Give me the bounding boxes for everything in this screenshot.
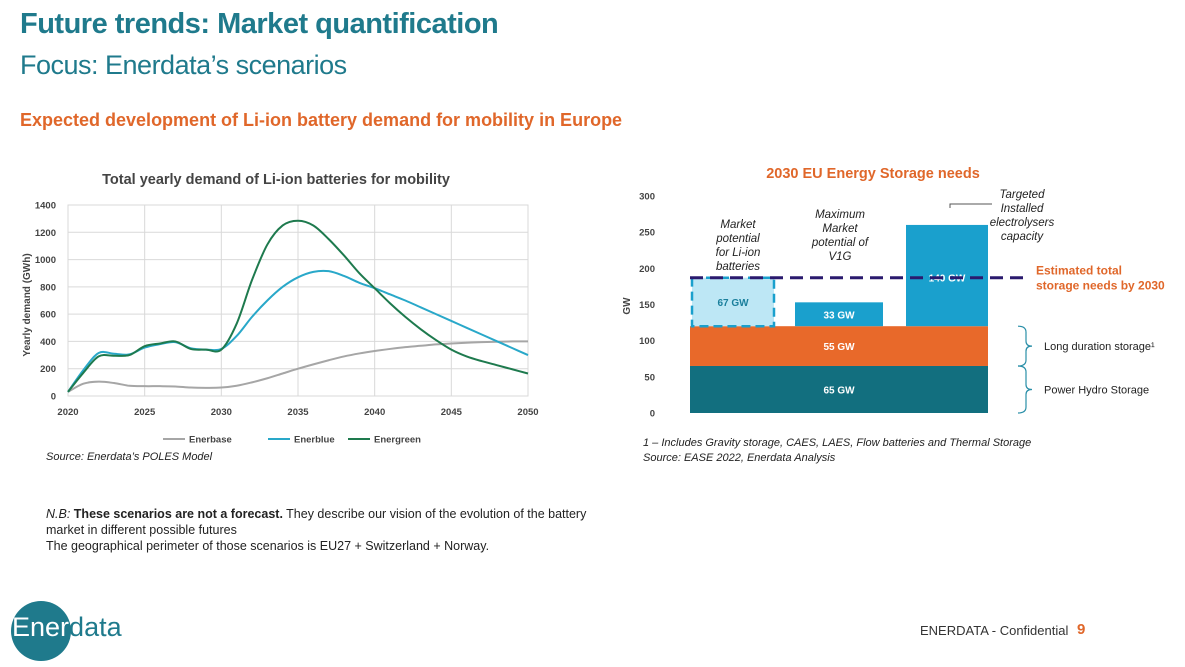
bar-y-tick-label: 50 bbox=[644, 372, 655, 383]
threshold-label-line1: Estimated total bbox=[1036, 264, 1122, 278]
section-title: Expected development of Li-ion battery d… bbox=[20, 110, 623, 130]
x-tick-label: 2045 bbox=[441, 407, 463, 418]
x-tick-label: 2025 bbox=[134, 407, 156, 418]
bar-chart-axis: 0 50 100 150 200 250 300 bbox=[639, 192, 655, 420]
bar-annotation-line: Installed bbox=[1001, 203, 1044, 215]
bar-annotation-line: V1G bbox=[828, 251, 851, 263]
stack-bar-segment bbox=[690, 365, 988, 413]
nb-line2: The geographical perimeter of those scen… bbox=[46, 539, 490, 553]
bar-chart-braces: Long duration storage¹ Power Hydro Storag… bbox=[1017, 325, 1155, 414]
line-chart-grid bbox=[67, 204, 529, 397]
bar-li-ion-potential bbox=[690, 276, 776, 328]
bar-label: 33 GW bbox=[823, 310, 855, 321]
bar-chart-bars: 65 GW 55 GW 67 GW 33 GW 140 GW bbox=[690, 224, 988, 413]
electrolysers-leader-line bbox=[949, 203, 992, 208]
y-tick-label: 600 bbox=[40, 310, 56, 321]
bar-y-tick-label: 0 bbox=[650, 409, 655, 420]
bar-chart-footnote: 1 – Includes Gravity storage, CAES, LAES… bbox=[643, 436, 1031, 466]
bar-upper bbox=[795, 302, 883, 327]
line-chart-source: Source: Enerdata’s POLES Model bbox=[46, 451, 213, 463]
brace-label-hydro: Power Hydro Storage bbox=[1044, 384, 1149, 396]
line-chart-legend: Enerbase Enerblue Energreen bbox=[163, 435, 421, 446]
line-chart-x-ticks: 2020 2025 2030 2035 2040 2045 2050 bbox=[57, 407, 538, 418]
page-number: 9 bbox=[1077, 621, 1086, 638]
brace-long-duration bbox=[1017, 325, 1033, 367]
bar-annotation-line: Market bbox=[822, 223, 858, 235]
series-line-enerblue bbox=[67, 269, 529, 393]
bar-annotation-line: potential of bbox=[811, 237, 870, 249]
bar-annotation-line: Targeted bbox=[1000, 189, 1046, 201]
bar-footnote-line2: Source: EASE 2022, Enerdata Analysis bbox=[643, 452, 836, 464]
x-tick-label: 2030 bbox=[211, 407, 232, 418]
logo-text-ener: Ener bbox=[12, 612, 70, 642]
bar-upper bbox=[906, 224, 988, 327]
x-tick-label: 2020 bbox=[57, 407, 78, 418]
x-tick-label: 2050 bbox=[517, 407, 538, 418]
threshold-label-line2: storage needs by 2030 bbox=[1036, 279, 1165, 293]
bar-annotation-line: for Li-ion bbox=[716, 247, 761, 259]
bar-y-tick-label: 300 bbox=[639, 192, 655, 203]
bar-y-tick-label: 100 bbox=[639, 336, 655, 347]
bar-footnote-line1: 1 – Includes Gravity storage, CAES, LAES… bbox=[643, 437, 1032, 449]
confidential-label: ENERDATA - Confidential bbox=[920, 623, 1069, 638]
legend-label-enerblue: Enerblue bbox=[294, 435, 335, 446]
y-tick-label: 800 bbox=[40, 282, 56, 293]
y-tick-label: 0 bbox=[51, 392, 56, 403]
logo-text-data: data bbox=[69, 612, 122, 642]
bar-y-tick-label: 250 bbox=[639, 228, 655, 239]
bar-annotation-line: electrolysers bbox=[990, 217, 1055, 229]
bar-annotation-line: batteries bbox=[716, 261, 760, 273]
y-tick-label: 200 bbox=[40, 364, 56, 375]
page-subtitle: Focus: Enerdata’s scenarios bbox=[20, 50, 347, 80]
legend-label-energreen: Energreen bbox=[374, 435, 421, 446]
bar-annotation-line: Market bbox=[720, 219, 756, 231]
line-chart-series bbox=[67, 219, 529, 393]
x-tick-label: 2035 bbox=[287, 407, 309, 418]
y-tick-label: 1000 bbox=[35, 255, 56, 266]
bar-annotation-line: capacity bbox=[1001, 231, 1044, 243]
bar-annotation-line: Maximum bbox=[815, 209, 865, 221]
page-title: Future trends: Market quantification bbox=[20, 8, 499, 40]
line-chart: Total yearly demand of Li-ion batteries … bbox=[22, 172, 539, 446]
series-line-enerbase bbox=[67, 340, 529, 393]
y-tick-label: 1200 bbox=[35, 228, 56, 239]
stack-bar-label: 65 GW bbox=[823, 385, 855, 396]
bar-chart-title: 2030 EU Energy Storage needs bbox=[766, 166, 980, 182]
bar-label: 140 GW bbox=[929, 274, 966, 285]
bar-y-tick-label: 200 bbox=[639, 264, 655, 275]
bar-label: 67 GW bbox=[717, 298, 749, 309]
stack-bar-label: 55 GW bbox=[823, 342, 855, 353]
bar-chart-y-label: GW bbox=[622, 297, 633, 315]
enerdata-logo-text: Enerdata bbox=[12, 612, 122, 643]
nb-rest: They describe our vision of the evolutio… bbox=[46, 507, 587, 537]
nb-note: N.B: These scenarios are not a forecast.… bbox=[46, 506, 606, 554]
y-tick-label: 1400 bbox=[35, 201, 56, 212]
brace-label-long-duration: Long duration storage¹ bbox=[1044, 341, 1155, 353]
brace-hydro bbox=[1017, 365, 1033, 414]
stack-bar-segment bbox=[690, 326, 988, 366]
line-chart-y-ticks: 0 200 400 600 800 1000 1200 1400 bbox=[35, 201, 56, 403]
x-tick-label: 2040 bbox=[364, 407, 385, 418]
line-chart-y-label: Yearly demand (GWh) bbox=[22, 253, 33, 356]
y-tick-label: 400 bbox=[40, 337, 56, 348]
bar-chart: 2030 EU Energy Storage needs 0 50 100 150 20… bbox=[622, 166, 1165, 420]
bar-annotation-line: potential bbox=[715, 233, 760, 245]
enerdata-logo-circle bbox=[11, 601, 71, 661]
series-line-energreen bbox=[67, 219, 529, 393]
bar-y-tick-label: 150 bbox=[639, 300, 655, 311]
legend-label-enerbase: Enerbase bbox=[189, 435, 232, 446]
nb-lead: N.B: bbox=[46, 507, 71, 521]
nb-bold: These scenarios are not a forecast. bbox=[73, 507, 283, 521]
bar-chart-annotations: Market potential for Li-ion batteries Maximu… bbox=[715, 189, 1054, 273]
line-chart-title: Total yearly demand of Li-ion batteries … bbox=[102, 172, 450, 188]
